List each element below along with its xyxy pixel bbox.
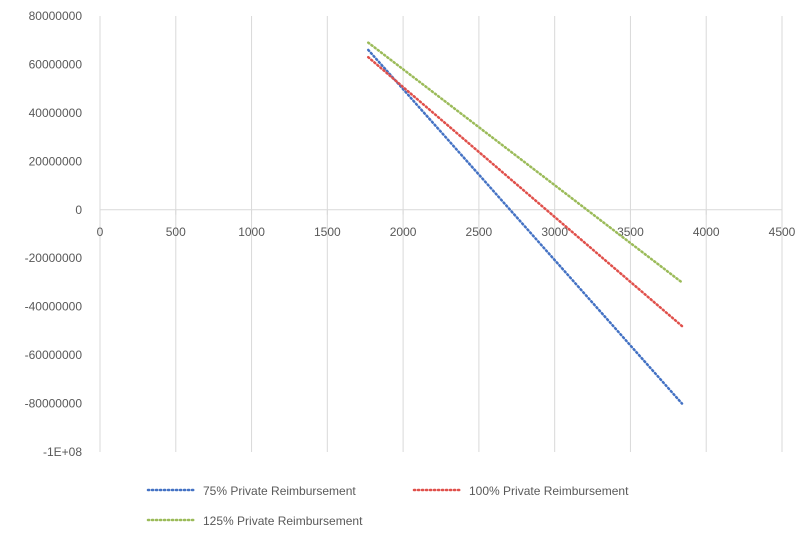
series-line-3 <box>367 41 684 284</box>
y-tick-label: -80000000 <box>25 397 83 411</box>
legend-label: 125% Private Reimbursement <box>203 514 363 528</box>
legend-label: 75% Private Reimbursement <box>203 484 356 498</box>
legend: 75% Private Reimbursement 100% Private Re… <box>146 484 629 528</box>
x-tick-label: 3500 <box>617 225 644 239</box>
x-tick-labels: 0 500 1000 1500 2000 2500 3000 3500 4000 4500 <box>97 225 796 239</box>
axes <box>99 16 783 452</box>
y-tick-label: 40000000 <box>29 106 83 120</box>
y-tick-label: 80000000 <box>29 9 83 23</box>
y-tick-labels: 80000000 60000000 40000000 20000000 0 -200000… <box>25 9 83 459</box>
x-tick-label: 0 <box>97 225 104 239</box>
y-tick-label: -60000000 <box>25 348 83 362</box>
x-tick-label: 4000 <box>693 225 720 239</box>
x-tick-label: 1500 <box>314 225 341 239</box>
legend-label: 100% Private Reimbursement <box>469 484 629 498</box>
x-tick-label: 2500 <box>466 225 493 239</box>
series-line-2 <box>367 55 684 328</box>
series-lines <box>367 41 684 405</box>
x-tick-label: 2000 <box>390 225 417 239</box>
y-tick-label: -1E+08 <box>43 445 82 459</box>
y-tick-label: 0 <box>75 203 82 217</box>
x-tick-label: 1000 <box>238 225 265 239</box>
y-tick-label: 20000000 <box>29 154 83 168</box>
y-tick-label: -40000000 <box>25 300 83 314</box>
y-tick-label: 60000000 <box>29 57 83 71</box>
x-tick-label: 500 <box>166 225 186 239</box>
y-tick-label: -20000000 <box>25 251 83 265</box>
x-tick-label: 3000 <box>541 225 568 239</box>
series-line-1 <box>367 48 684 405</box>
x-tick-label: 4500 <box>769 225 796 239</box>
